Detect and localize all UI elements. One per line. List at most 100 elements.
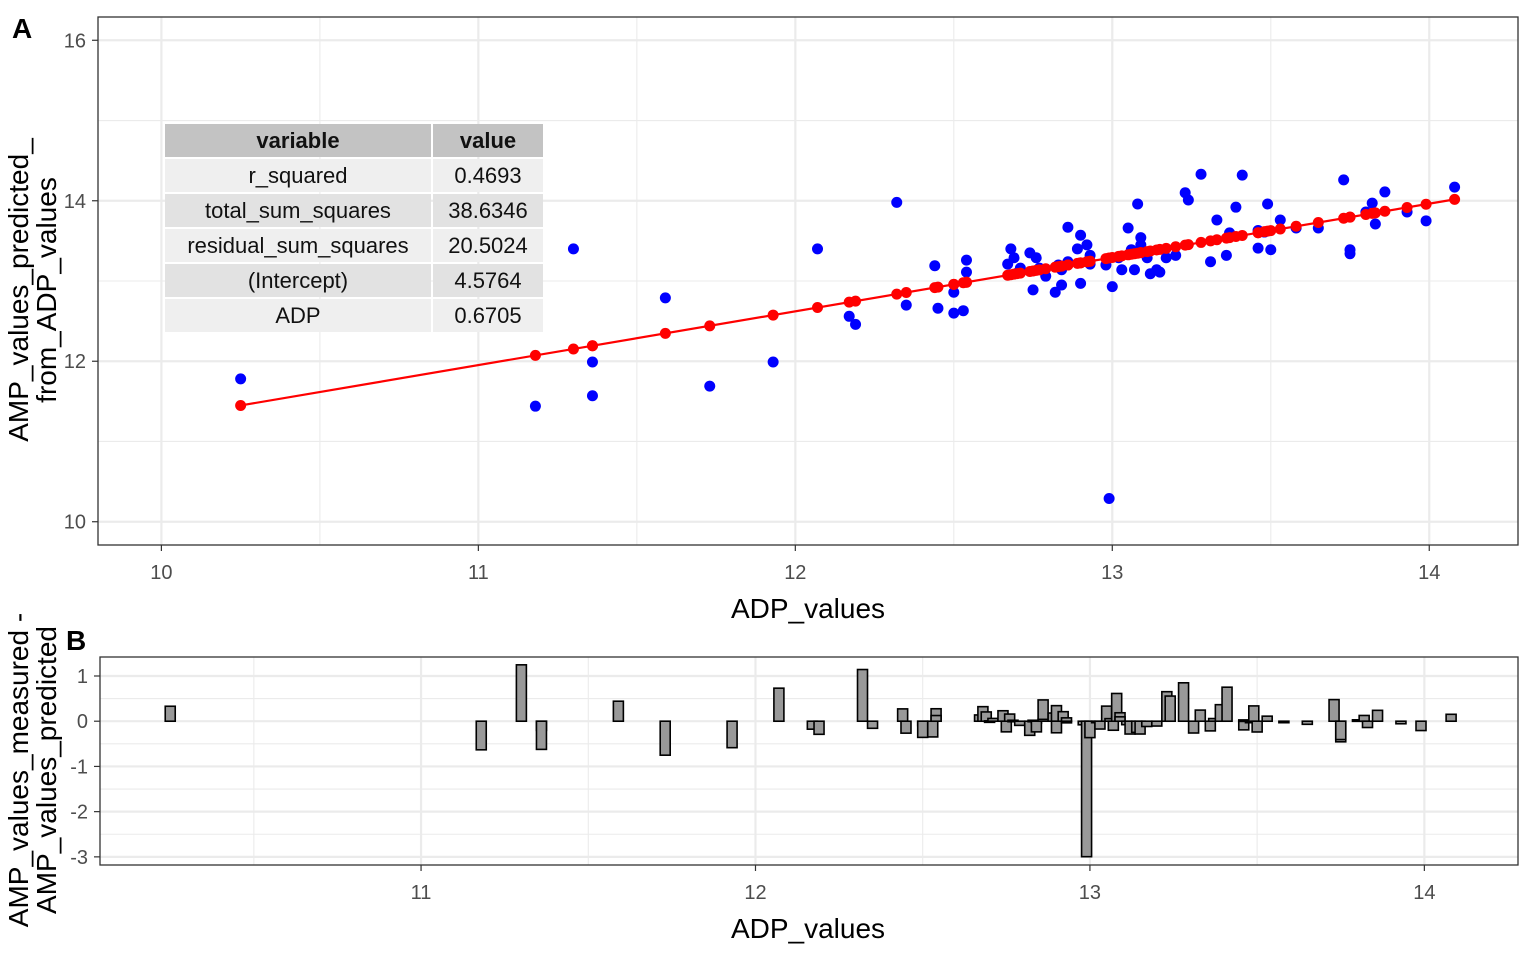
measured-point (1379, 186, 1391, 198)
panel-b-panel-border (99, 656, 1519, 866)
residual-bar (1278, 720, 1290, 724)
cell-variable: total_sum_squares (165, 194, 431, 227)
measured-point (948, 307, 960, 319)
panel-b-y-axis-title-line: AMP_values_predicted (31, 626, 62, 914)
measured-point (957, 305, 969, 317)
measured-point (586, 390, 598, 402)
residual-bar (1037, 718, 1049, 723)
measured-point (1049, 286, 1061, 298)
header-variable: variable (165, 124, 431, 157)
measured-point (1170, 249, 1182, 261)
panel-a-x-tick-label: 10 (150, 562, 172, 584)
residual-bar (1358, 714, 1370, 723)
measured-point (1075, 277, 1087, 289)
residual-bar (1204, 720, 1217, 732)
measured-point (1420, 215, 1432, 227)
measured-point (1369, 218, 1381, 230)
residual-bar (1247, 705, 1260, 723)
panel-a-y-tick-label: 16 (64, 30, 86, 52)
measured-point (1366, 197, 1378, 209)
panel-a-x-axis-title: ADP_values (731, 593, 885, 624)
residual-bar (1013, 720, 1026, 727)
measured-point (891, 196, 903, 208)
predicted-point (1160, 242, 1172, 254)
predicted-point (1265, 225, 1277, 237)
predicted-point (900, 286, 912, 298)
residual-bar (926, 720, 939, 738)
residual-bar (1221, 686, 1233, 723)
panel-a-x-tick-label: 11 (468, 562, 489, 584)
measured-point (1122, 222, 1134, 234)
cell-value: 38.6346 (433, 194, 543, 227)
residual-bar (612, 700, 625, 723)
cell-value: 20.5024 (433, 229, 543, 262)
residual-bar (866, 720, 879, 730)
table-row: residual_sum_squares 20.5024 (165, 229, 543, 262)
predicted-point (850, 295, 862, 307)
panel-b-y-tick-label: -1 (70, 756, 88, 778)
residual-bar (930, 714, 942, 723)
panel-a-panel-border (97, 16, 1519, 546)
measured-point (960, 266, 972, 278)
measured-point (1056, 279, 1068, 291)
residual-bar (856, 668, 869, 723)
measured-point (529, 400, 541, 412)
measured-point (960, 254, 972, 266)
residual-bar (773, 687, 785, 723)
measured-point (1265, 244, 1277, 256)
measured-point (1075, 229, 1087, 241)
measured-point (1195, 168, 1207, 180)
predicted-point (1420, 198, 1432, 210)
predicted-point (1014, 267, 1026, 279)
table-row: (Intercept) 4.5764 (165, 264, 543, 297)
residual-bar (726, 720, 738, 749)
residual-bar (1301, 720, 1314, 726)
predicted-point (1182, 239, 1194, 251)
measured-point (1132, 198, 1144, 210)
residual-bar (1000, 720, 1013, 733)
predicted-point (812, 302, 824, 314)
residual-bar (1251, 720, 1263, 733)
panel-b-x-tick-label: 12 (744, 882, 766, 904)
predicted-point (567, 343, 579, 355)
measured-point (1211, 214, 1223, 226)
measured-point (1220, 249, 1232, 261)
measured-point (235, 373, 247, 385)
predicted-point (1379, 205, 1391, 217)
panel-a-x-tick-label: 13 (1101, 562, 1123, 584)
panel-b-x-tick-label: 13 (1079, 882, 1101, 904)
residual-bar (1140, 720, 1153, 728)
measured-point (1030, 252, 1042, 264)
measured-point (900, 299, 912, 311)
measured-point (1236, 169, 1248, 181)
panel-b-x-axis-title: ADP_values (731, 913, 885, 944)
predicted-point (1040, 263, 1052, 275)
predicted-point (529, 349, 541, 361)
panel-b-y-tick-label: -3 (70, 847, 88, 869)
cell-variable: residual_sum_squares (165, 229, 431, 262)
panel-b-y-tick-label: 0 (77, 711, 88, 733)
residual-bar (1415, 720, 1427, 732)
residual-bar (1177, 682, 1190, 723)
cell-value: 4.5764 (433, 264, 543, 297)
residual-bar (515, 664, 528, 723)
predicted-point (1274, 223, 1286, 235)
cell-variable: r_squared (165, 159, 431, 192)
residual-bar (1134, 720, 1146, 735)
measured-point (1116, 264, 1128, 276)
residual-bar (1334, 720, 1347, 741)
predicted-point (586, 340, 598, 352)
residual-bar (1164, 695, 1176, 723)
measured-point (1344, 244, 1356, 256)
panel-b-y-axis-title: AMP_values_measured -AMP_values_predicte… (3, 613, 62, 927)
predicted-point (1195, 236, 1207, 248)
predicted-point (235, 399, 247, 411)
predicted-point (1344, 211, 1356, 223)
residual-bar (1080, 720, 1093, 858)
predicted-point (1449, 193, 1461, 205)
residual-bar (1151, 720, 1163, 727)
measured-point (1005, 243, 1017, 255)
residual-bar (1187, 720, 1200, 734)
panel-a-y-axis-title-line: AMP_values_predicted_ (3, 138, 34, 442)
